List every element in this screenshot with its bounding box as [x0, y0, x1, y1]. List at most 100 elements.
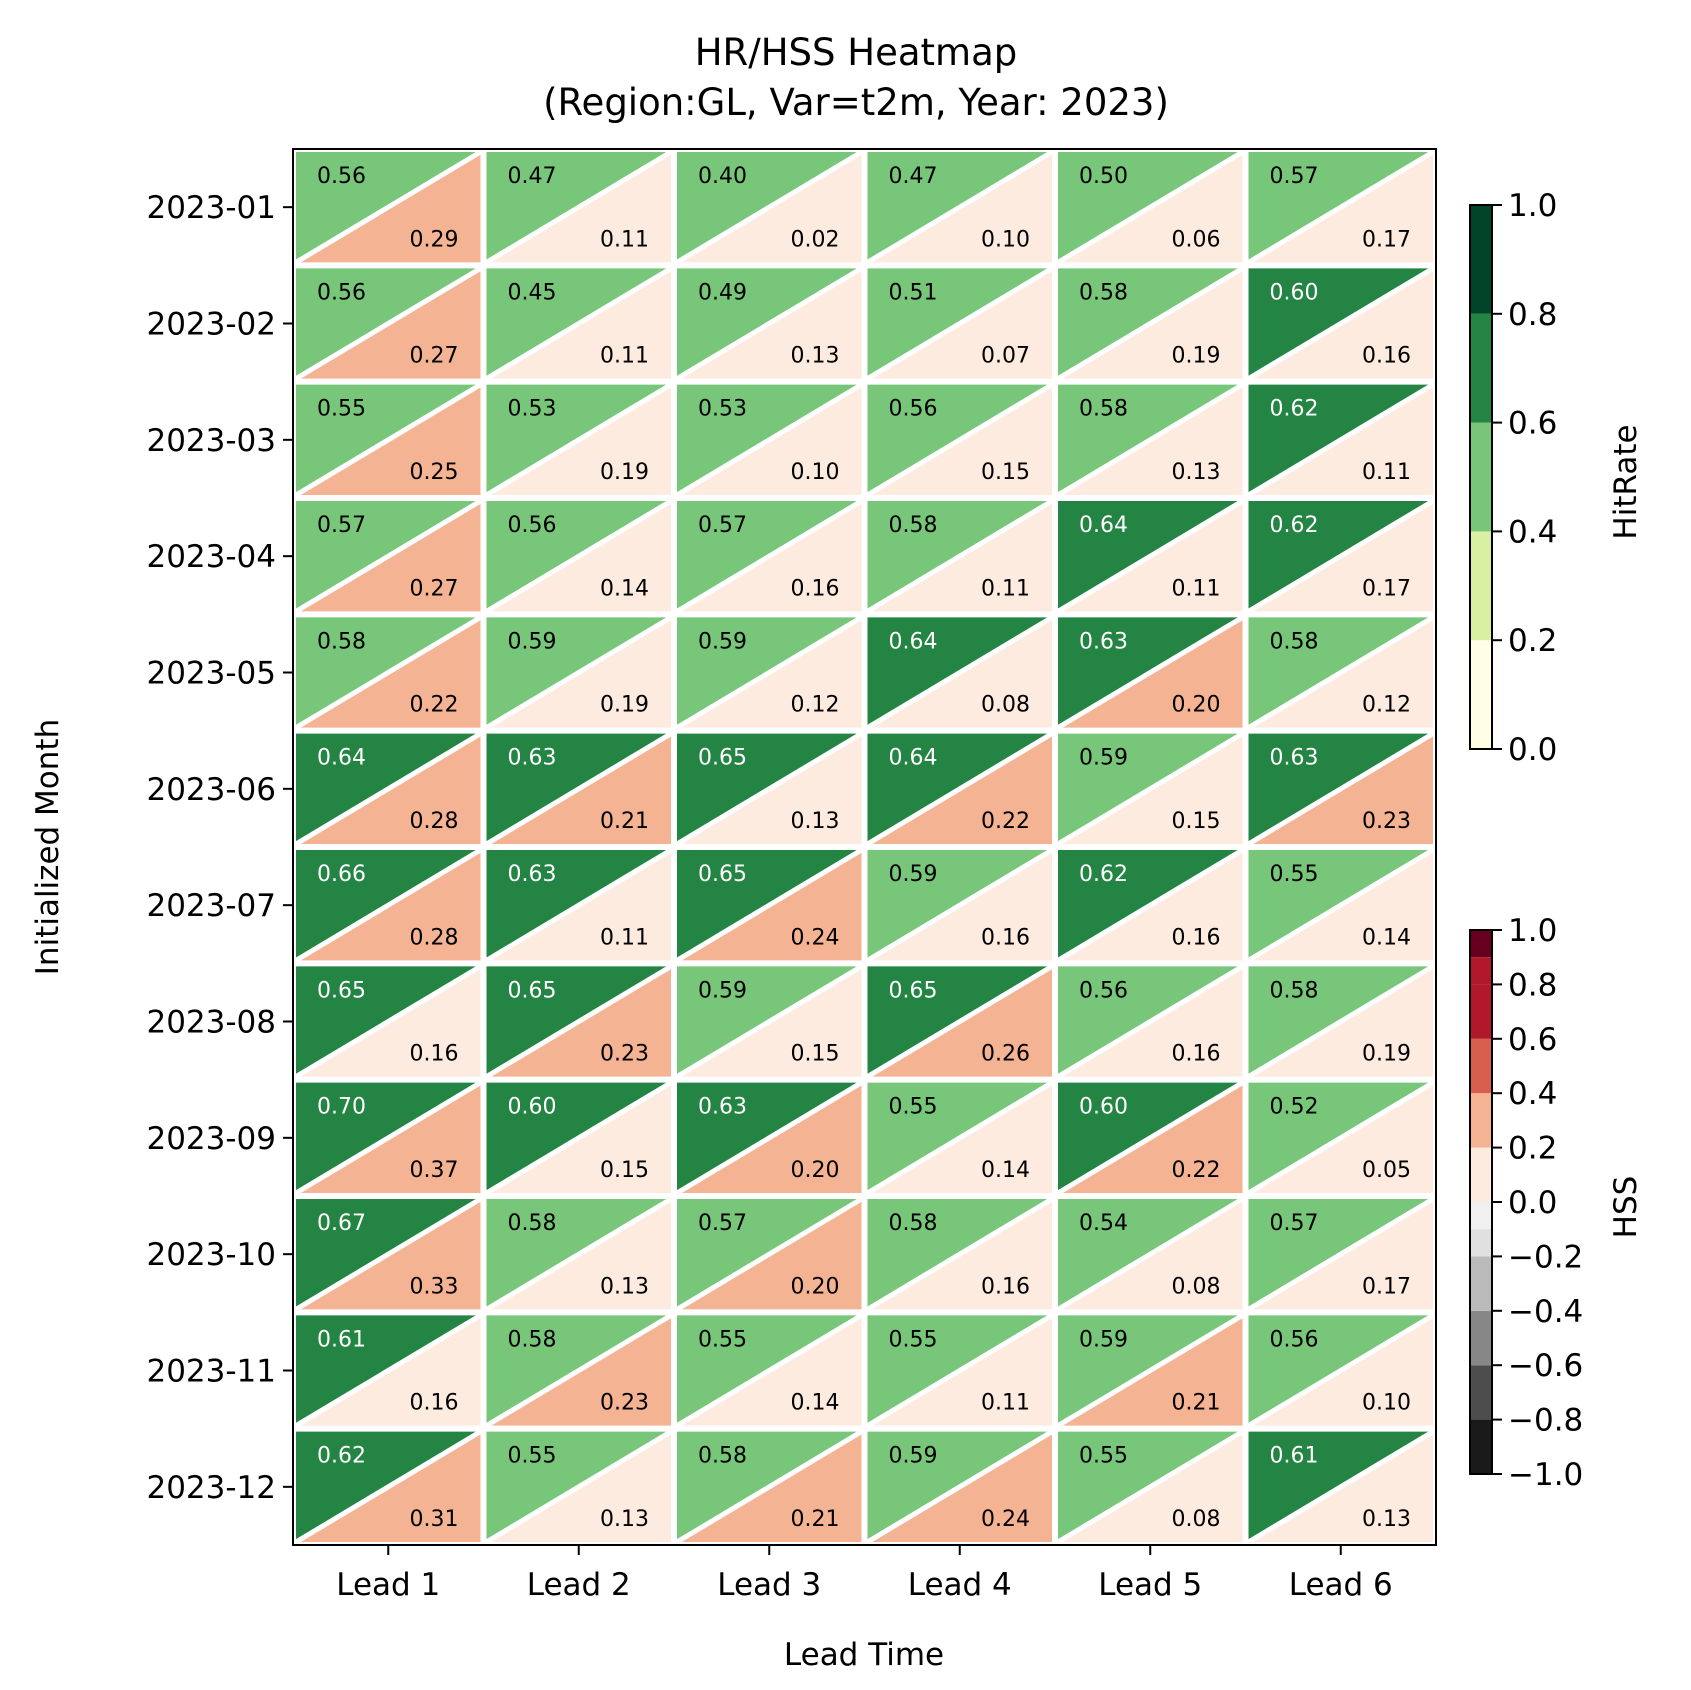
- cell-diagonal: [485, 1080, 673, 1196]
- heatmap-cell: 0.58 0.12: [1247, 615, 1435, 730]
- y-tick-label: 2023-08: [146, 1005, 276, 1041]
- cell-diagonal: [866, 1080, 1054, 1196]
- hitrate-value-label: 0.60: [1270, 280, 1319, 305]
- hss-value-label: 0.20: [791, 1274, 840, 1299]
- hss-value-label: 0.23: [1362, 809, 1411, 834]
- heatmap-cell: 0.65 0.23: [485, 964, 673, 1079]
- hitrate-value-label: 0.58: [889, 1211, 938, 1236]
- heatmap-cell: 0.57 0.20: [675, 1196, 863, 1312]
- heatmap-cell: 0.61 0.16: [294, 1313, 482, 1428]
- hitrate-value-label: 0.67: [317, 1211, 366, 1236]
- cell-diagonal: [1247, 1080, 1435, 1196]
- x-tick-label: Lead 1: [336, 1567, 440, 1603]
- y-tick-label: 2023-06: [146, 772, 276, 808]
- heatmap-cell: 0.63 0.23: [1247, 731, 1435, 847]
- hitrate-value-label: 0.65: [317, 978, 366, 1003]
- hss-value-label: 0.16: [981, 1274, 1030, 1299]
- colorbar-segment: [1470, 1365, 1492, 1420]
- heatmap-cell: 0.45 0.11: [485, 266, 673, 381]
- hss-value-label: 0.16: [410, 1042, 459, 1067]
- hss-value-label: 0.14: [1362, 925, 1411, 950]
- hitrate-value-label: 0.59: [698, 978, 747, 1003]
- hss-value-label: 0.12: [1362, 693, 1411, 718]
- x-tick-label: Lead 2: [527, 1567, 631, 1603]
- cell-diagonal: [866, 847, 1054, 963]
- hitrate-value-label: 0.55: [508, 1444, 557, 1469]
- hitrate-value-label: 0.60: [508, 1095, 557, 1120]
- hitrate-value-label: 0.55: [889, 1327, 938, 1352]
- heatmap-cell: 0.64 0.22: [866, 731, 1054, 847]
- hitrate-value-label: 0.45: [508, 280, 557, 305]
- hss-value-label: 0.14: [981, 1158, 1030, 1183]
- hss-value-label: 0.13: [791, 809, 840, 834]
- hitrate-value-label: 0.65: [698, 746, 747, 771]
- hss-value-label: 0.22: [410, 693, 459, 718]
- hitrate-value-label: 0.58: [1270, 629, 1319, 654]
- cell-diagonal: [675, 498, 863, 614]
- hitrate-value-label: 0.55: [317, 397, 366, 422]
- cell-diagonal: [1056, 149, 1244, 265]
- cell-diagonal: [294, 382, 482, 498]
- hitrate-value-label: 0.56: [889, 397, 938, 422]
- x-tick-label: Lead 4: [908, 1567, 1012, 1603]
- cell-diagonal: [294, 1080, 482, 1196]
- cell-diagonal: [485, 1313, 673, 1428]
- cell-diagonal: [866, 1196, 1054, 1312]
- hss-value-label: 0.11: [981, 1391, 1030, 1416]
- cell-diagonal: [1247, 964, 1435, 1079]
- colorbar-tick-label: 0.0: [1508, 732, 1557, 768]
- hitrate-value-label: 0.70: [317, 1095, 366, 1120]
- y-tick-label: 2023-03: [146, 423, 276, 459]
- hss-value-label: 0.12: [791, 693, 840, 718]
- cell-diagonal: [1247, 615, 1435, 730]
- hitrate-value-label: 0.55: [1079, 1444, 1128, 1469]
- heatmap-cell: 0.50 0.06: [1056, 149, 1244, 265]
- hitrate-colorbar: 0.0 0.2 0.4 0.6 0.8 1.0: [1469, 188, 1557, 768]
- hss-value-label: 0.19: [1362, 1042, 1411, 1067]
- hss-value-label: 0.08: [1172, 1274, 1221, 1299]
- colorbar-tick-label: 0.8: [1508, 297, 1557, 333]
- hitrate-value-label: 0.62: [1270, 513, 1319, 538]
- heatmap-cell: 0.59 0.12: [675, 615, 863, 730]
- heatmap-cell: 0.55 0.13: [485, 1429, 673, 1545]
- colorbar-frame: [1469, 204, 1493, 750]
- cell-diagonal: [294, 1429, 482, 1545]
- hss-value-label: 0.15: [981, 460, 1030, 485]
- colorbar-segment: [1470, 1093, 1492, 1148]
- cell-diagonal: [294, 266, 482, 381]
- heatmap-cell: 0.63 0.11: [485, 847, 673, 963]
- cell-diagonal: [1247, 847, 1435, 963]
- cell-diagonal: [1247, 1313, 1435, 1428]
- heatmap-cell: 0.59 0.16: [866, 847, 1054, 963]
- heatmap-cell: 0.57 0.27: [294, 498, 482, 614]
- colorbar-tick-label: 1.0: [1508, 188, 1557, 224]
- cell-diagonal: [675, 149, 863, 265]
- hss-value-label: 0.16: [1172, 1042, 1221, 1067]
- y-axis-ticks: 2023-01 2023-02 2023-03 2023-04 2023-05 2023-…: [146, 190, 293, 1506]
- hss-value-label: 0.31: [410, 1507, 459, 1532]
- cell-diagonal: [866, 615, 1054, 730]
- cell-diagonal: [866, 731, 1054, 847]
- hitrate-value-label: 0.64: [1079, 513, 1128, 538]
- heatmap-cell: 0.58 0.13: [485, 1196, 673, 1312]
- hitrate-value-label: 0.57: [698, 1211, 747, 1236]
- heatmap-cell: 0.58 0.16: [866, 1196, 1054, 1312]
- cell-diagonal: [866, 1313, 1054, 1428]
- cell-diagonal: [1056, 731, 1244, 847]
- hitrate-value-label: 0.64: [317, 746, 366, 771]
- hss-value-label: 0.16: [791, 576, 840, 601]
- heatmap-cell: 0.64 0.11: [1056, 498, 1244, 614]
- hitrate-value-label: 0.62: [317, 1444, 366, 1469]
- cell-diagonal: [485, 847, 673, 963]
- hss-value-label: 0.26: [981, 1042, 1030, 1067]
- heatmap-cell: 0.65 0.13: [675, 731, 863, 847]
- cell-diagonal: [1056, 847, 1244, 963]
- hss-value-label: 0.22: [981, 809, 1030, 834]
- x-tick-label: Lead 6: [1289, 1567, 1393, 1603]
- heatmap-cell: 0.57 0.16: [675, 498, 863, 614]
- hitrate-value-label: 0.61: [317, 1327, 366, 1352]
- hss-value-label: 0.14: [791, 1391, 840, 1416]
- hitrate-value-label: 0.57: [698, 513, 747, 538]
- hss-value-label: 0.24: [981, 1507, 1030, 1532]
